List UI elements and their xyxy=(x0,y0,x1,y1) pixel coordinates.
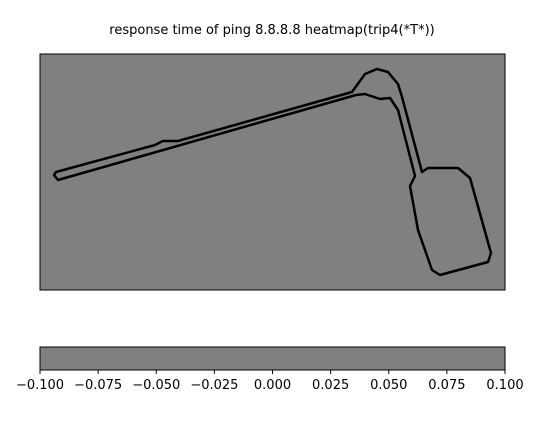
heatmap-plot-area xyxy=(39,53,506,291)
colorbar-tick-label: 0.100 xyxy=(486,378,523,393)
colorbar-tick-label: 0.025 xyxy=(312,378,349,393)
colorbar-tick-label: −0.050 xyxy=(132,378,180,393)
colorbar-tick-label: 0.075 xyxy=(428,378,465,393)
colorbar-tick-label: 0.050 xyxy=(370,378,407,393)
colorbar-tick-label: −0.100 xyxy=(16,378,64,393)
colorbar-tick-label: 0.000 xyxy=(254,378,291,393)
colorbar-ticks: −0.100 −0.075 −0.050 −0.025 0.000 0.025 0.050 0… xyxy=(16,370,524,393)
colorbar-tick-label: −0.025 xyxy=(190,378,238,393)
colorbar xyxy=(39,346,506,371)
chart-title: response time of ping 8.8.8.8 heatmap(tr… xyxy=(109,23,434,38)
route-track-outer xyxy=(52,67,493,277)
route-track xyxy=(52,67,493,277)
colorbar-tick-label: −0.075 xyxy=(74,378,122,393)
